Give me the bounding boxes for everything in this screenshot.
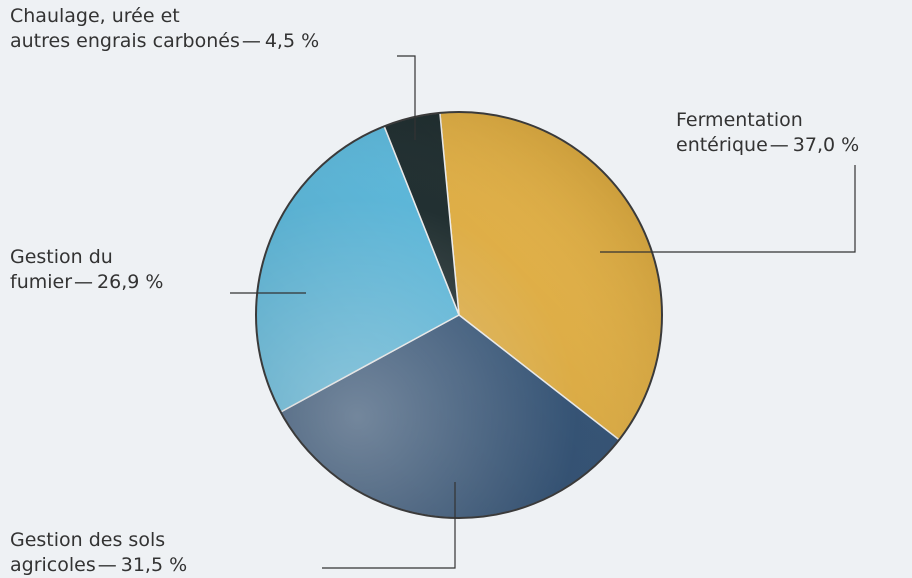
- slice-label: Gestion des sols agricoles —31,5 %: [10, 528, 187, 578]
- value-label: 4,5 %: [264, 30, 320, 52]
- pie-rim: [255, 111, 663, 519]
- leader-line: [322, 482, 456, 569]
- slice-label: Gestion du fumier —26,9 %: [10, 245, 163, 295]
- value-label: 37,0 %: [792, 134, 860, 156]
- pie-shading: [256, 112, 662, 518]
- leader-line: [397, 55, 416, 140]
- category-label: Fermentation entérique: [676, 109, 803, 156]
- slice-label: Chaulage, urée et autres engrais carboné…: [10, 4, 319, 54]
- value-label: 26,9 %: [97, 271, 164, 293]
- value-label: 31,5 %: [120, 554, 188, 576]
- separator: —: [97, 554, 117, 576]
- separator: —: [769, 134, 789, 156]
- category-label: Gestion du fumier: [10, 246, 113, 293]
- leader-line: [600, 165, 856, 253]
- separator: —: [241, 30, 261, 52]
- slice-label: Fermentation entérique —37,0 %: [676, 108, 859, 158]
- category-label: Chaulage, urée et autres engrais carboné…: [10, 5, 240, 52]
- category-label: Gestion des sols agricoles: [10, 529, 166, 576]
- separator: —: [74, 271, 94, 293]
